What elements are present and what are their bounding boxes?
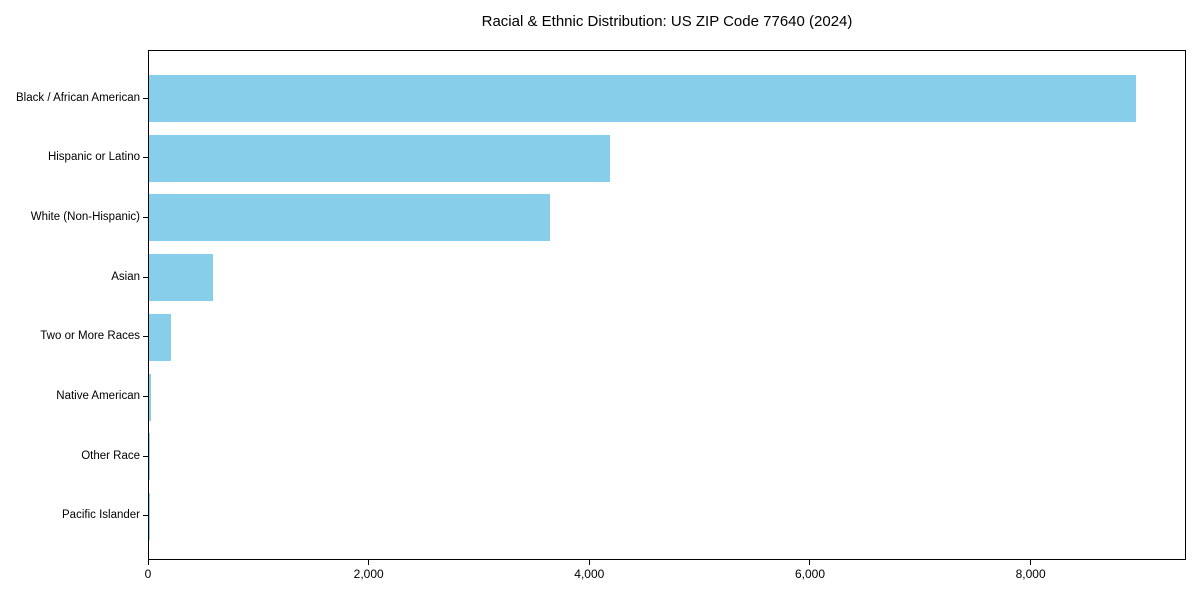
x-tick-mark: [1030, 560, 1032, 565]
y-tick-mark: [143, 157, 148, 159]
y-tick-label-native-american: Native American: [56, 390, 140, 402]
bar-hispanic-or-latino: [149, 134, 611, 182]
bar-other-race: [149, 433, 150, 481]
y-tick-mark: [143, 455, 148, 457]
x-tick-mark: [809, 560, 811, 565]
y-tick-mark: [143, 336, 148, 338]
y-tick-mark: [143, 97, 148, 99]
x-tick-label-6000: 6,000: [794, 567, 825, 581]
x-tick-mark: [147, 560, 149, 565]
bar-white-non-hispanic: [149, 194, 550, 242]
x-tick-label-8000: 8,000: [1015, 567, 1046, 581]
x-tick-mark: [368, 560, 370, 565]
y-tick-mark: [143, 396, 148, 397]
y-tick-label-hispanic-or-latino: Hispanic or Latino: [47, 151, 140, 164]
y-tick-mark: [143, 276, 148, 278]
bar-asian: [149, 254, 214, 302]
x-tick-label-2000: 2,000: [353, 567, 384, 581]
plot-area: [148, 50, 1186, 560]
x-tick-label-0: 0: [144, 567, 152, 581]
y-tick-label-pacific-islander: Pacific Islander: [62, 509, 140, 522]
y-tick-mark: [143, 515, 148, 517]
y-tick-label-two-or-more-races: Two or More Races: [40, 330, 140, 343]
y-tick-label-asian: Asian: [111, 270, 140, 283]
bar-native-american: [149, 373, 152, 421]
y-tick-label-black-african-american: Black / African American: [16, 91, 140, 104]
chart-title: Racial & Ethnic Distribution: US ZIP Cod…: [481, 13, 853, 30]
y-tick-label-white-non-hispanic: White (Non-Hispanic): [30, 210, 140, 223]
bar-black-african-american: [149, 75, 1136, 122]
y-tick-mark: [143, 216, 148, 218]
x-tick-mark: [588, 560, 590, 565]
bar-two-or-more-races: [149, 313, 172, 361]
x-tick-label-4000: 4,000: [574, 567, 605, 581]
y-tick-label-other-race: Other Race: [81, 449, 140, 462]
